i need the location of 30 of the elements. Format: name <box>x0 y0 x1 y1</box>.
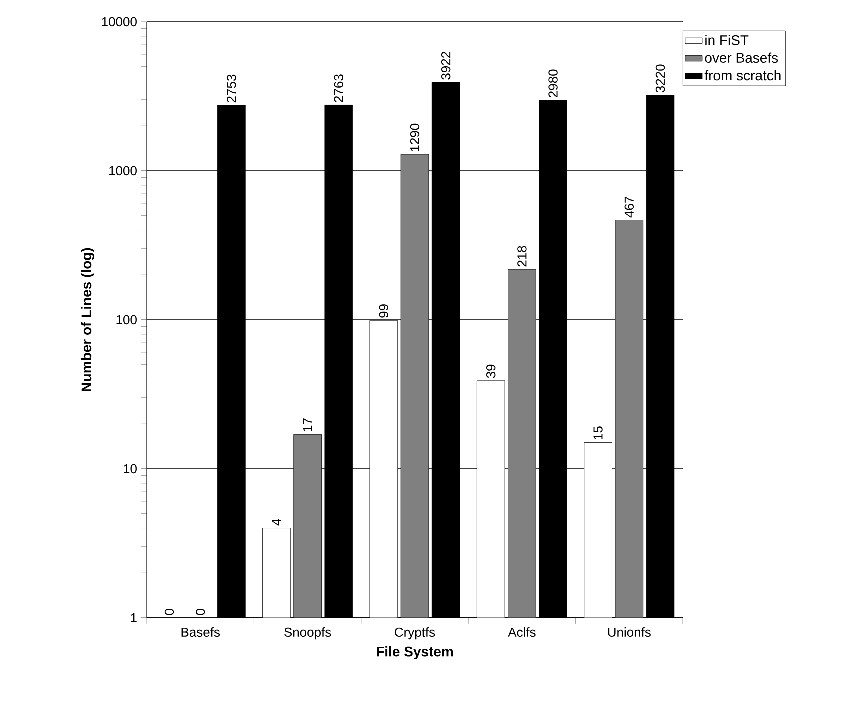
data-label: 15 <box>594 426 603 440</box>
x-axis-title: File System <box>377 646 454 660</box>
data-label: 17 <box>303 418 312 432</box>
data-label: 2980 <box>548 70 558 98</box>
text: 0 <box>196 609 206 616</box>
x-tick-label: Unionfs <box>608 627 651 638</box>
legend-label: over Basefs <box>705 52 778 64</box>
text: 0 <box>164 609 174 616</box>
x-tick-label: Basefs <box>182 627 220 638</box>
data-label: 467 <box>624 197 634 218</box>
y-tick-label: 1 <box>131 614 137 622</box>
data-label: 218 <box>518 246 527 267</box>
y-tick-label: 1000 <box>110 166 137 176</box>
y-tick-label: 10000 <box>102 17 137 27</box>
data-label: 2753 <box>227 74 236 103</box>
y-tick-label: 10 <box>124 464 137 474</box>
data-label: 3922 <box>441 52 451 80</box>
x-tick-label: Cryptfs <box>395 627 436 640</box>
y-axis-title: Number of Lines (log) <box>81 248 94 392</box>
data-label: 4 <box>272 519 282 526</box>
x-tick-label: Snoopfs <box>284 627 332 640</box>
data-label: 3220 <box>656 64 666 93</box>
data-label: 39 <box>486 364 496 378</box>
y-tick-label: 100 <box>116 315 137 325</box>
x-tick-label: Aclfs <box>508 627 536 638</box>
legend-label: from scratch <box>704 70 781 81</box>
legend-label: in FiST <box>706 35 749 46</box>
data-label: 1290 <box>410 124 420 152</box>
data-label: 99 <box>379 304 389 318</box>
data-label: 2763 <box>334 74 344 102</box>
